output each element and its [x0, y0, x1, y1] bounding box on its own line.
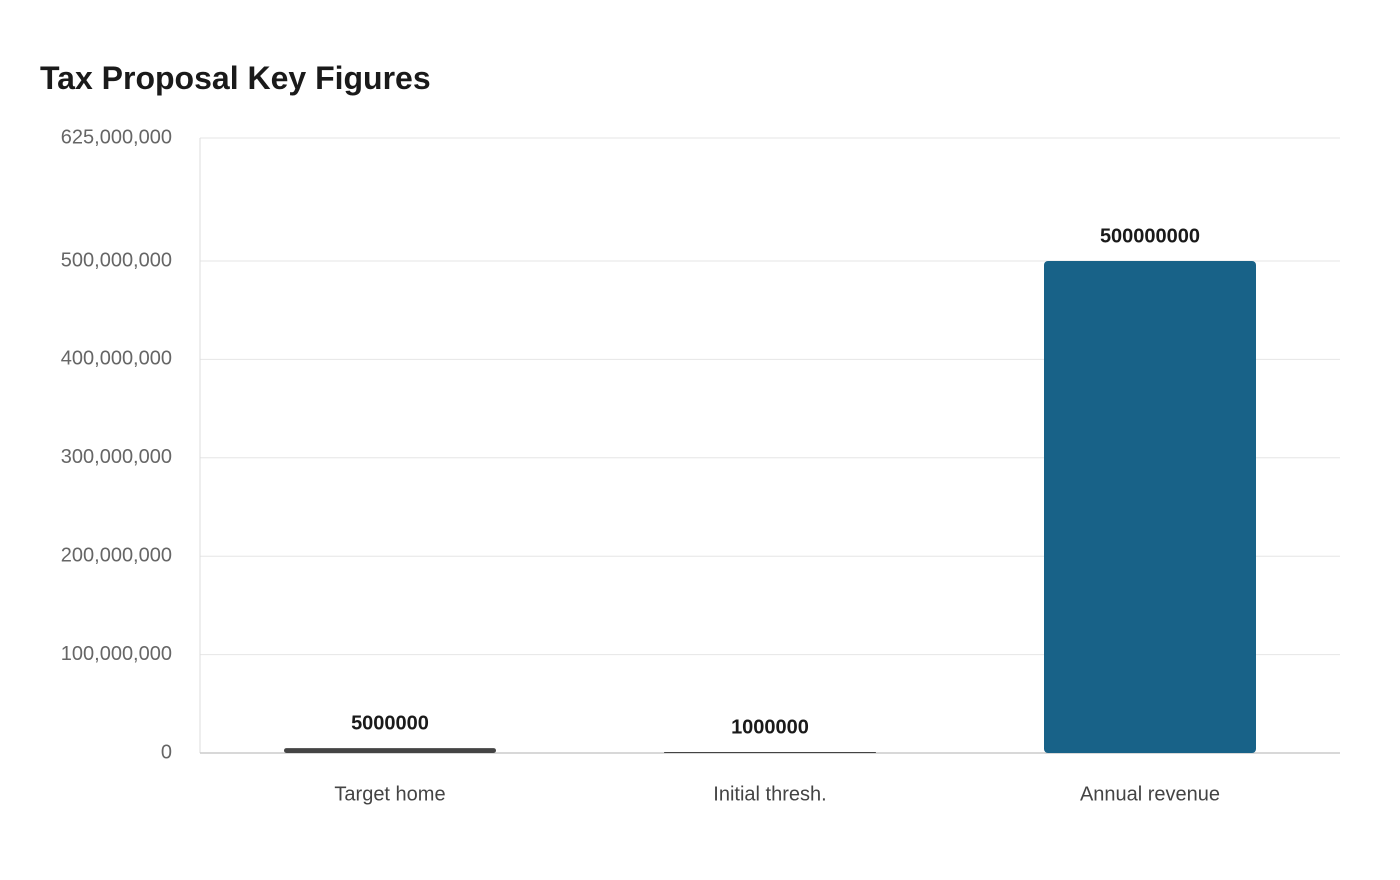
- value-label: 5000000: [351, 712, 429, 734]
- chart-title: Tax Proposal Key Figures: [40, 60, 431, 96]
- x-category-label: Annual revenue: [1080, 783, 1220, 805]
- bar-initial-thresh[interactable]: [664, 752, 876, 753]
- value-label: 1000000: [731, 716, 809, 738]
- y-tick-label: 500,000,000: [61, 249, 172, 271]
- y-tick-label: 200,000,000: [61, 544, 172, 566]
- y-tick-label: 625,000,000: [61, 126, 172, 148]
- y-tick-label: 400,000,000: [61, 348, 172, 370]
- x-category-label: Initial thresh.: [713, 783, 826, 805]
- bar-target-home[interactable]: [284, 748, 496, 753]
- bar-annual-revenue[interactable]: [1044, 261, 1256, 753]
- y-tick-label: 100,000,000: [61, 643, 172, 665]
- y-tick-label: 300,000,000: [61, 446, 172, 468]
- value-label: 500000000: [1100, 225, 1200, 247]
- y-tick-label: 0: [161, 741, 172, 763]
- x-category-label: Target home: [334, 783, 445, 805]
